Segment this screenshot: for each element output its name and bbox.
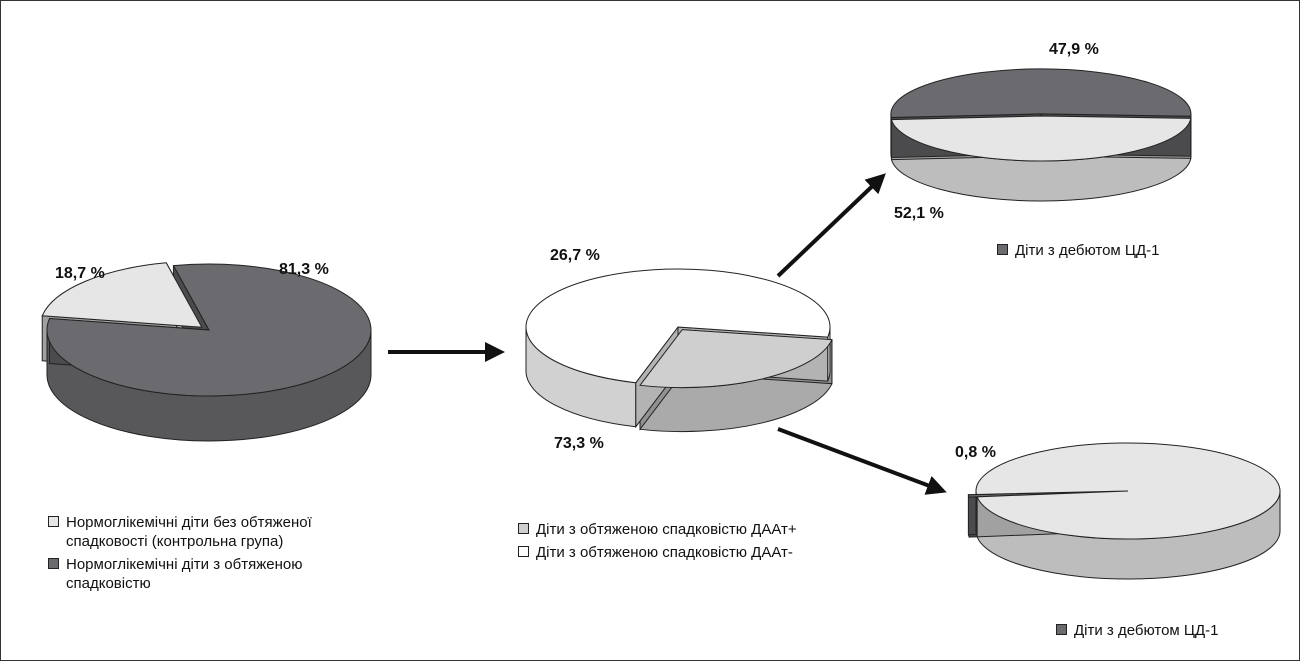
legend-swatch: [518, 546, 529, 557]
pie-slice: [890, 68, 1192, 118]
slice-value-label: 73,3 %: [554, 435, 604, 452]
arrow-pie2-to-pie3: [776, 173, 886, 278]
slice-value-label: 52,1 %: [894, 205, 944, 222]
pie-chart-3: 47,9 % 52,1 %: [890, 41, 1192, 222]
slice-value-label: 26,7 %: [550, 247, 600, 264]
pie-slice: [890, 115, 1192, 162]
legend-label: Діти з дебютом ЦД-1: [1015, 242, 1160, 259]
pie-slice: [41, 262, 203, 328]
legend-swatch: [48, 516, 59, 527]
slice-value-label: 47,9 %: [1049, 41, 1099, 58]
pie-chart-2: 26,7 % 73,3 %: [525, 247, 833, 452]
legend-chart-2: Діти з обтяженою спадковістю ДААт+ Діти …: [518, 520, 878, 566]
legend-swatch: [1056, 624, 1067, 635]
pie-slice: [525, 268, 831, 384]
legend-item: Діти з обтяженою спадковістю ДААт+: [518, 520, 878, 539]
pie-slice: [46, 263, 372, 397]
legend-chart-1: Нормоглікемічні діти без обтяженої спадк…: [48, 513, 368, 597]
legend-item: Діти з обтяженою спадковістю ДААт-: [518, 543, 878, 562]
slice-value-label: 0,8 %: [955, 444, 996, 461]
slice-value-label: 18,7 %: [55, 265, 105, 282]
pie-chart-1: 18,7 % 81,3 %: [41, 261, 372, 442]
slice-value-label: 81,3 %: [279, 261, 329, 278]
flow-arrows: [388, 173, 947, 495]
arrow-pie2-to-pie4: [777, 427, 947, 495]
legend-item: Нормоглікемічні діти з обтяженою спадков…: [48, 555, 368, 593]
pie-charts: 18,7 % 81,3 % 26,7 % 73,3 % 47,9 % 52,1 % 0,8 …: [41, 41, 1281, 580]
legend-label: Діти з обтяженою спадковістю ДААт-: [536, 544, 793, 561]
pie-chart-4: 0,8 %: [955, 442, 1281, 580]
legend-swatch: [48, 558, 59, 569]
legend-swatch: [518, 523, 529, 534]
legend-swatch: [997, 244, 1008, 255]
pie-slice: [639, 329, 833, 389]
legend-chart-4: Діти з дебютом ЦД-1: [1056, 621, 1296, 644]
legend-label: Діти з дебютом ЦД-1: [1074, 622, 1219, 639]
legend-chart-3: Діти з дебютом ЦД-1: [997, 241, 1257, 264]
legend-item: Діти з дебютом ЦД-1: [997, 241, 1257, 260]
legend-label: Нормоглікемічні діти з обтяженою спадков…: [66, 556, 303, 592]
legend-item: Діти з дебютом ЦД-1: [1056, 621, 1296, 640]
legend-label: Нормоглікемічні діти без обтяженої спадк…: [66, 514, 312, 550]
legend-label: Діти з обтяженою спадковістю ДААт+: [536, 521, 797, 538]
legend-item: Нормоглікемічні діти без обтяженої спадк…: [48, 513, 368, 551]
pie-slice: [975, 442, 1281, 540]
